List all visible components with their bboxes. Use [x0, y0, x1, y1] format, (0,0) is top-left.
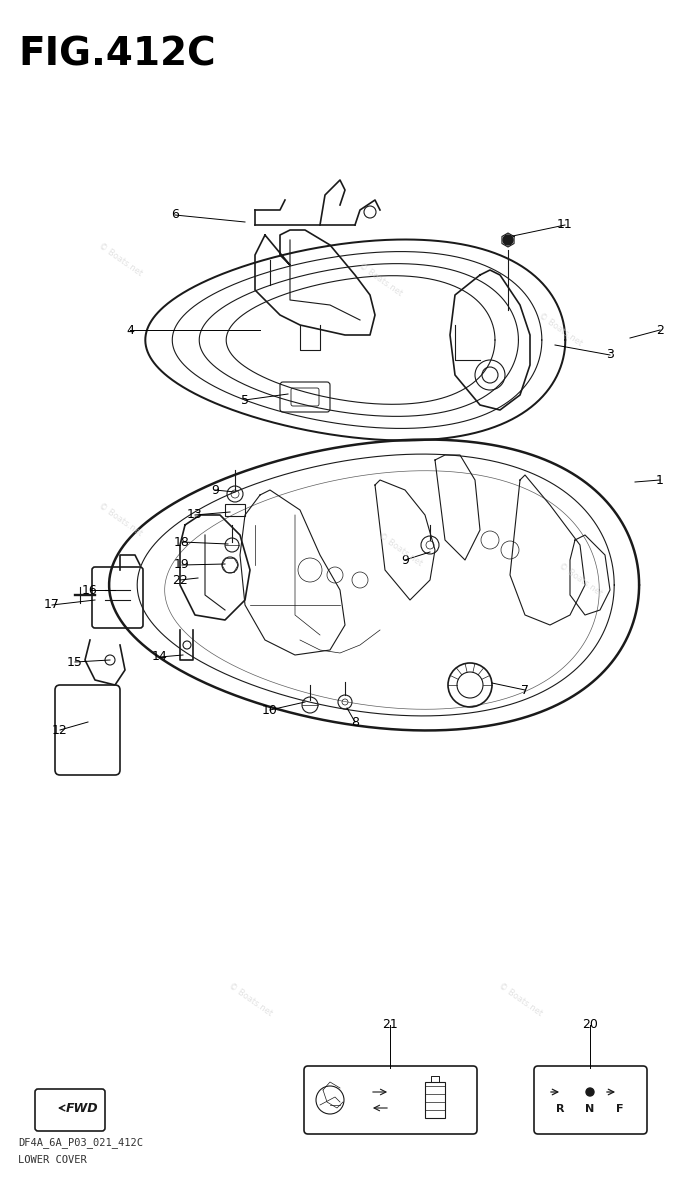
- Text: 2: 2: [656, 324, 664, 336]
- Text: 12: 12: [52, 724, 68, 737]
- Text: 22: 22: [172, 574, 188, 587]
- Text: 8: 8: [351, 715, 359, 728]
- Circle shape: [503, 235, 513, 245]
- Text: © Boats.net: © Boats.net: [536, 312, 584, 348]
- Text: 1: 1: [656, 474, 664, 486]
- Text: 11: 11: [557, 218, 573, 232]
- Text: © Boats.net: © Boats.net: [377, 532, 424, 569]
- Text: FIG.412C: FIG.412C: [18, 35, 216, 73]
- Text: N: N: [585, 1104, 594, 1114]
- Text: 19: 19: [174, 558, 190, 571]
- Bar: [425, 1082, 445, 1118]
- FancyBboxPatch shape: [35, 1090, 105, 1130]
- Bar: [225, 504, 245, 516]
- Text: © Boats.net: © Boats.net: [496, 982, 543, 1019]
- Text: © Boats.net: © Boats.net: [227, 982, 274, 1019]
- Text: 4: 4: [126, 324, 134, 336]
- Text: 18: 18: [174, 535, 190, 548]
- Text: 9: 9: [401, 553, 409, 566]
- FancyBboxPatch shape: [534, 1066, 647, 1134]
- Text: FWD: FWD: [66, 1103, 98, 1116]
- Text: DF4A_6A_P03_021_412C: DF4A_6A_P03_021_412C: [18, 1138, 143, 1148]
- Text: 10: 10: [262, 703, 278, 716]
- Text: 6: 6: [171, 209, 179, 222]
- Text: 7: 7: [521, 684, 529, 696]
- Text: 15: 15: [67, 655, 83, 668]
- Text: © Boats.net: © Boats.net: [356, 262, 403, 299]
- Text: 20: 20: [582, 1019, 598, 1032]
- Text: © Boats.net: © Boats.net: [97, 502, 144, 539]
- Text: © Boats.net: © Boats.net: [97, 241, 144, 278]
- Text: 21: 21: [382, 1019, 398, 1032]
- Text: LOWER COVER: LOWER COVER: [18, 1154, 87, 1165]
- Text: 16: 16: [82, 583, 98, 596]
- FancyBboxPatch shape: [55, 685, 120, 775]
- Text: © Boats.net: © Boats.net: [556, 562, 603, 599]
- FancyBboxPatch shape: [291, 388, 319, 406]
- Text: 14: 14: [152, 650, 168, 664]
- Text: 13: 13: [187, 509, 203, 522]
- Text: 9: 9: [211, 484, 219, 497]
- FancyBboxPatch shape: [280, 382, 330, 412]
- Text: 3: 3: [606, 348, 614, 361]
- FancyBboxPatch shape: [92, 566, 143, 628]
- FancyBboxPatch shape: [304, 1066, 477, 1134]
- Text: R: R: [556, 1104, 564, 1114]
- Text: F: F: [616, 1104, 624, 1114]
- Text: 17: 17: [44, 599, 60, 612]
- Text: 5: 5: [241, 394, 249, 407]
- Circle shape: [586, 1088, 594, 1096]
